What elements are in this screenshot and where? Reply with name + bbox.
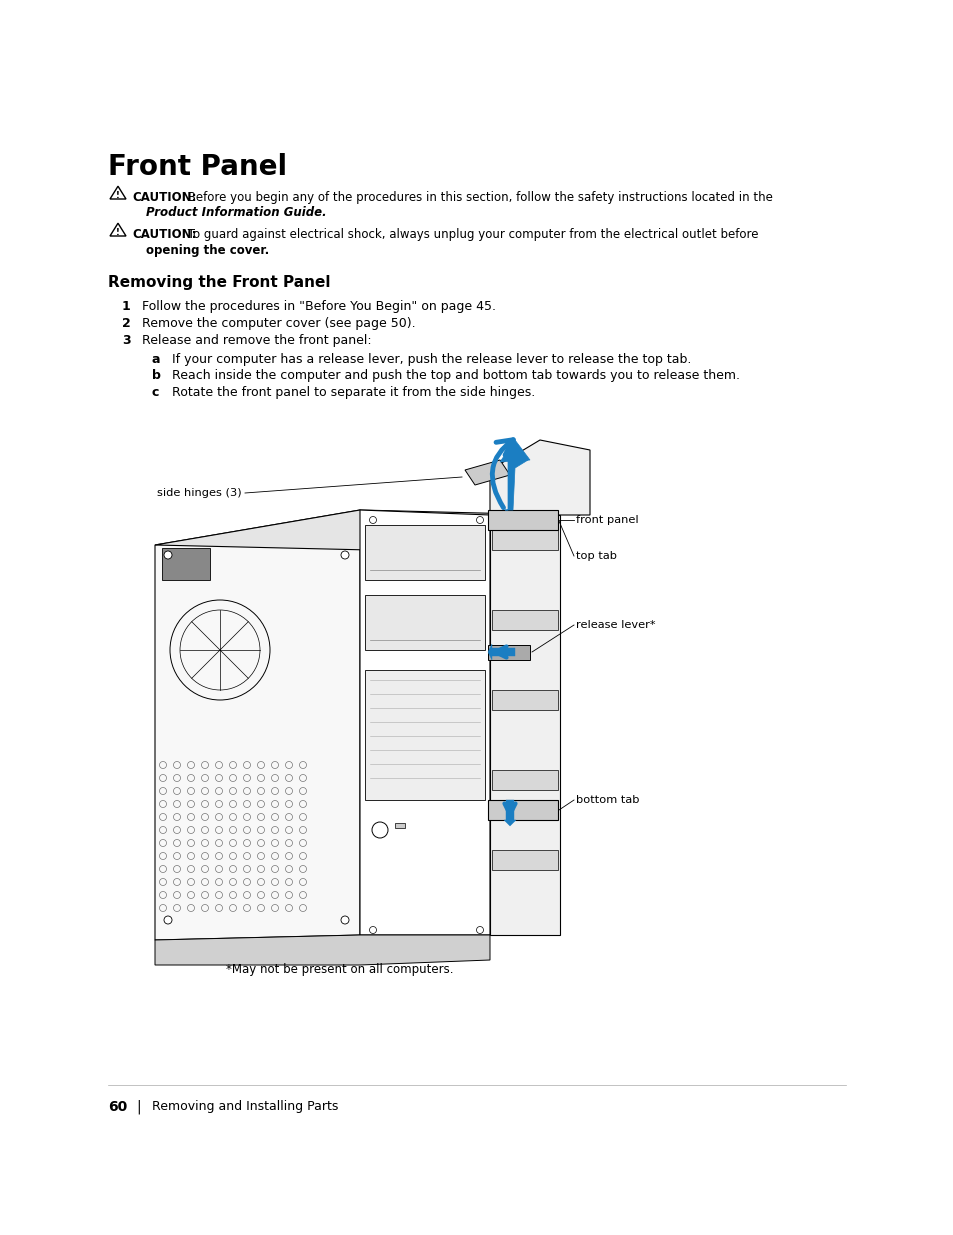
Circle shape [164,551,172,559]
Text: c: c [152,387,159,399]
Polygon shape [154,935,490,965]
Text: opening the cover.: opening the cover. [146,245,269,257]
Polygon shape [492,530,558,550]
Text: Front Panel: Front Panel [108,153,287,182]
Text: !: ! [116,228,120,237]
Polygon shape [504,454,527,510]
Text: If your computer has a release lever, push the release lever to release the top : If your computer has a release lever, pu… [172,353,691,366]
Text: a: a [152,353,160,366]
Circle shape [476,926,483,934]
Polygon shape [492,690,558,710]
Text: Release and remove the front panel:: Release and remove the front panel: [142,333,372,347]
Polygon shape [492,648,515,656]
Text: b: b [152,369,161,382]
Text: Rotate the front panel to separate it from the side hinges.: Rotate the front panel to separate it fr… [172,387,535,399]
Polygon shape [154,510,359,940]
Circle shape [340,916,349,924]
Text: Product Information Guide.: Product Information Guide. [146,206,326,219]
Polygon shape [492,769,558,790]
Text: Removing and Installing Parts: Removing and Installing Parts [152,1100,338,1113]
Text: Follow the procedures in "Before You Begin" on page 45.: Follow the procedures in "Before You Beg… [142,300,496,312]
Polygon shape [488,800,558,820]
Polygon shape [492,850,558,869]
Text: CAUTION:: CAUTION: [132,191,196,204]
Circle shape [372,823,388,839]
Polygon shape [365,595,484,650]
Text: side hinges (3): side hinges (3) [157,488,242,498]
Polygon shape [505,800,514,820]
Text: Before you begin any of the procedures in this section, follow the safety instru: Before you begin any of the procedures i… [184,191,772,204]
Text: 1: 1 [122,300,131,312]
Polygon shape [499,440,530,462]
Text: release lever*: release lever* [576,620,655,630]
Polygon shape [488,510,558,530]
Text: *May not be present on all computers.: *May not be present on all computers. [226,963,454,976]
Circle shape [164,916,172,924]
Polygon shape [490,515,559,935]
Polygon shape [365,671,484,800]
Polygon shape [464,459,510,485]
Text: 3: 3 [122,333,131,347]
Text: !: ! [116,191,120,200]
Text: Remove the computer cover (see page 50).: Remove the computer cover (see page 50). [142,317,416,330]
Text: bottom tab: bottom tab [576,795,639,805]
Text: 2: 2 [122,317,131,330]
Circle shape [476,516,483,524]
Polygon shape [359,510,490,935]
Text: To guard against electrical shock, always unplug your computer from the electric: To guard against electrical shock, alway… [184,228,758,241]
Polygon shape [488,645,530,659]
Polygon shape [162,548,210,580]
Text: 60: 60 [108,1100,127,1114]
Polygon shape [154,510,559,550]
Text: Reach inside the computer and push the top and bottom tab towards you to release: Reach inside the computer and push the t… [172,369,740,382]
Text: front panel: front panel [576,515,638,525]
Bar [395,823,405,827]
Text: |: | [136,1100,140,1114]
Text: CAUTION:: CAUTION: [132,228,196,241]
Circle shape [340,551,349,559]
Polygon shape [503,820,516,826]
Polygon shape [488,643,492,659]
Polygon shape [490,440,589,515]
Text: Removing the Front Panel: Removing the Front Panel [108,275,330,290]
Circle shape [369,516,376,524]
Circle shape [369,926,376,934]
Polygon shape [365,525,484,580]
Polygon shape [492,610,558,630]
Text: top tab: top tab [576,551,617,561]
